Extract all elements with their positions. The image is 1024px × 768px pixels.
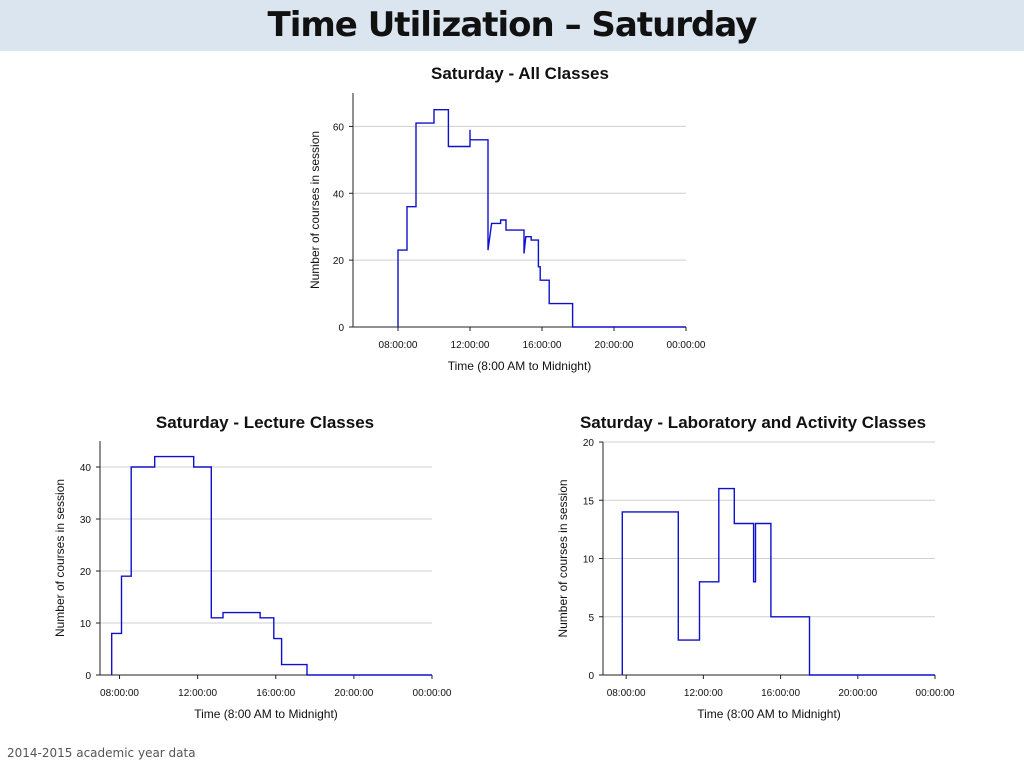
- chart-title: Saturday - All Classes: [431, 64, 609, 83]
- series-line: [397, 109, 686, 328]
- chart-lecture-classes: Saturday - Lecture Classes 0 10 20 30 40 08:00…: [53, 413, 452, 721]
- y-axis-label: Number of courses in session: [308, 131, 322, 289]
- x-tick-label: 12:00:00: [451, 340, 490, 351]
- y-tick-label: 40: [80, 463, 92, 474]
- footer-note: 2014-2015 academic year data: [7, 746, 196, 760]
- title-bar: [0, 0, 1024, 51]
- chart-title: Saturday - Laboratory and Activity Class…: [580, 413, 926, 432]
- y-axis-label: Number of courses in session: [53, 479, 67, 637]
- x-tick-label: 12:00:00: [684, 688, 723, 699]
- series-line: [621, 487, 935, 676]
- x-tick-label: 20:00:00: [838, 688, 877, 699]
- chart-lab-activity-classes: Saturday - Laboratory and Activity Class…: [556, 413, 955, 721]
- x-tick-label: 08:00:00: [607, 688, 646, 699]
- x-tick-label: 08:00:00: [100, 688, 139, 699]
- y-tick-label: 5: [588, 613, 594, 624]
- x-axis-label: Time (8:00 AM to Midnight): [448, 359, 592, 373]
- x-tick-label: 08:00:00: [379, 340, 418, 351]
- y-tick-label: 40: [333, 189, 345, 200]
- chart-title: Saturday - Lecture Classes: [156, 413, 374, 432]
- chart-all-classes: Saturday - All Classes 0 20 40 60 08:00:00 12:…: [308, 64, 706, 373]
- y-tick-label: 15: [583, 496, 595, 507]
- x-tick-label: 00:00:00: [916, 688, 955, 699]
- x-tick-label: 16:00:00: [256, 688, 295, 699]
- x-tick-label: 00:00:00: [667, 340, 706, 351]
- y-tick-label: 60: [333, 122, 345, 133]
- y-tick-label: 10: [80, 619, 92, 630]
- y-tick-label: 20: [333, 256, 345, 267]
- x-tick-label: 16:00:00: [761, 688, 800, 699]
- y-tick-label: 20: [583, 438, 595, 449]
- x-axis-label: Time (8:00 AM to Midnight): [697, 707, 841, 721]
- x-tick-label: 20:00:00: [595, 340, 634, 351]
- x-tick-label: 20:00:00: [334, 688, 373, 699]
- slide-title: Time Utilization – Saturday: [267, 5, 758, 45]
- series-line: [110, 455, 432, 676]
- x-axis-label: Time (8:00 AM to Midnight): [194, 707, 338, 721]
- y-tick-label: 0: [338, 323, 344, 334]
- x-tick-label: 12:00:00: [178, 688, 217, 699]
- x-tick-label: 00:00:00: [413, 688, 452, 699]
- y-tick-label: 10: [583, 555, 595, 566]
- y-tick-label: 30: [80, 515, 92, 526]
- y-axis-label: Number of courses in session: [556, 479, 570, 637]
- y-tick-label: 0: [85, 671, 91, 682]
- y-tick-label: 0: [588, 671, 594, 682]
- x-tick-label: 16:00:00: [523, 340, 562, 351]
- y-tick-label: 20: [80, 567, 92, 578]
